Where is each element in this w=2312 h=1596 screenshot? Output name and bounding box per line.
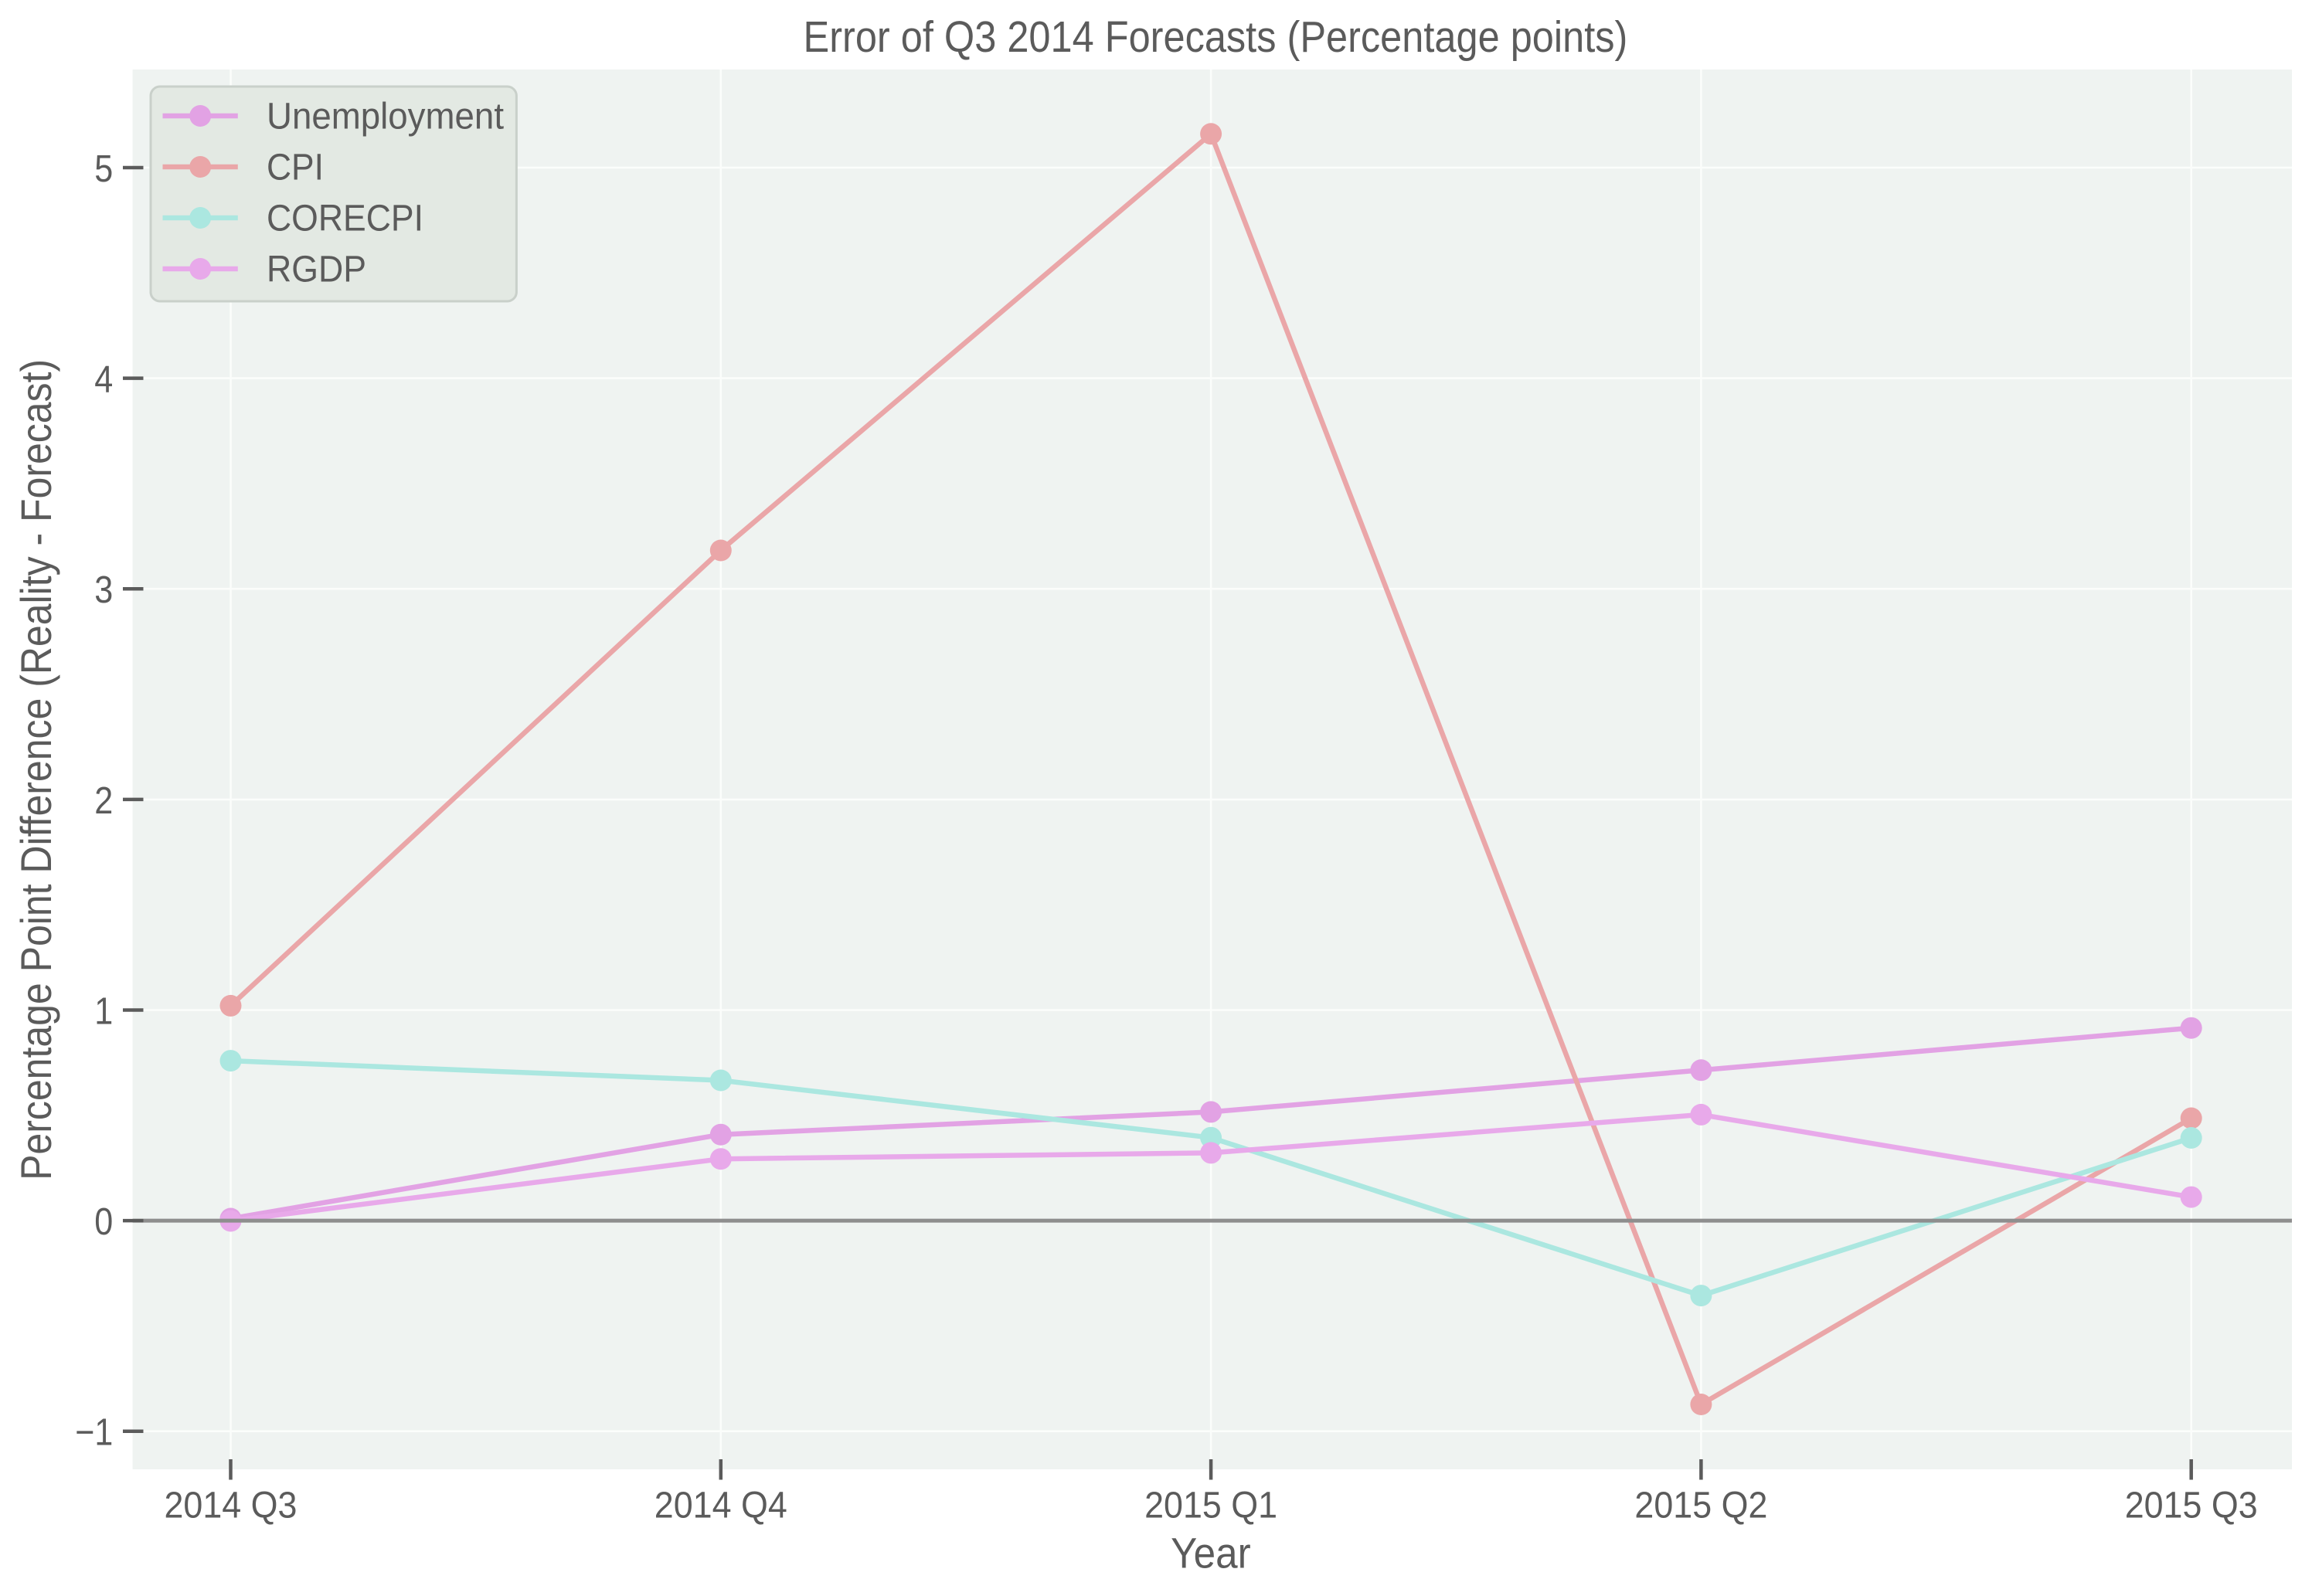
svg-text:0: 0 — [94, 1200, 113, 1243]
svg-text:2015 Q1: 2015 Q1 — [1144, 1485, 1277, 1526]
svg-text:4: 4 — [94, 358, 113, 401]
svg-text:CORECPI: CORECPI — [267, 198, 423, 239]
svg-text:Percentage Point Difference (R: Percentage Point Difference (Reality - F… — [12, 359, 60, 1180]
svg-text:5: 5 — [94, 148, 113, 190]
svg-text:2014 Q4: 2014 Q4 — [654, 1485, 787, 1526]
svg-text:RGDP: RGDP — [267, 249, 366, 290]
svg-text:−1: −1 — [75, 1411, 113, 1454]
svg-text:2015 Q2: 2015 Q2 — [1634, 1485, 1767, 1526]
svg-text:Unemployment: Unemployment — [267, 96, 504, 138]
svg-text:Error of Q3 2014 Forecasts (Pe: Error of Q3 2014 Forecasts (Percentage p… — [804, 12, 1628, 61]
svg-text:2015 Q3: 2015 Q3 — [2125, 1485, 2258, 1526]
svg-text:2: 2 — [94, 779, 113, 822]
svg-text:Year: Year — [1171, 1530, 1251, 1577]
svg-text:1: 1 — [94, 990, 113, 1033]
svg-text:2014 Q3: 2014 Q3 — [165, 1485, 298, 1526]
svg-text:3: 3 — [94, 569, 113, 611]
svg-text:CPI: CPI — [267, 147, 324, 188]
